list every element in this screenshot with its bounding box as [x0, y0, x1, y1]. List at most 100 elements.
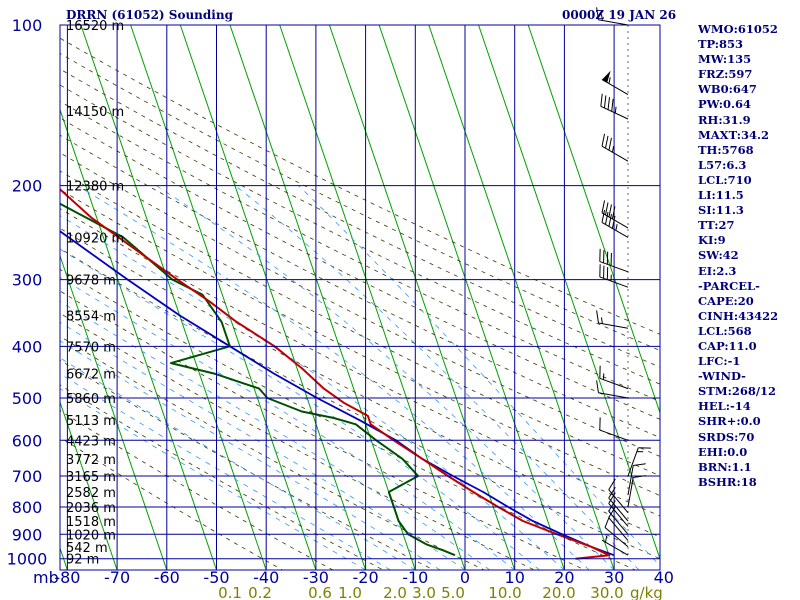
dry-adiabat — [60, 37, 660, 335]
wind-barb-full — [603, 250, 605, 263]
index-item: TH:5768 — [698, 142, 754, 157]
index-item: RH:31.9 — [698, 112, 751, 127]
index-item: SRDS:70 — [698, 429, 755, 444]
wind-barb-full — [601, 133, 606, 147]
wind-barb-half — [600, 317, 603, 324]
mixing-ratio-label: 1.0 — [338, 584, 362, 600]
wind-barb-full — [611, 98, 614, 112]
height-label: 6672 m — [66, 368, 116, 383]
wind-barb-pennant — [602, 70, 611, 83]
wind-barb-staff — [608, 517, 629, 541]
wind-barb-staff — [604, 527, 629, 548]
index-item: EHI:0.0 — [698, 444, 748, 459]
index-item: SW:42 — [698, 248, 739, 263]
wind-barb-full — [606, 267, 609, 280]
mixing-ratio-label: 5.0 — [441, 584, 465, 600]
index-item: LFC:-1 — [698, 354, 741, 369]
wind-barb-full — [611, 206, 616, 220]
index-item: LCL:568 — [698, 323, 752, 338]
wind-barb-staff — [627, 447, 639, 477]
wind-barb-staff — [601, 221, 629, 238]
temperature-tick-label: 20 — [554, 568, 574, 587]
pressure-tick-label: 700 — [12, 467, 43, 486]
wind-barb — [601, 200, 629, 229]
isotherm-line — [527, 25, 660, 415]
temperature-tick-label: -30 — [303, 568, 329, 587]
height-label: 1020 m — [66, 528, 116, 543]
wind-barb-full — [604, 515, 611, 528]
index-item: CAP:11.0 — [698, 338, 757, 353]
wind-barb-half — [615, 224, 618, 231]
index-item: CINH:43422 — [698, 308, 779, 323]
index-item: TT:27 — [698, 218, 735, 233]
wind-barb — [599, 248, 629, 273]
isotherm-line — [328, 25, 516, 570]
height-label: 10920 m — [66, 231, 124, 246]
wind-barb-full — [608, 486, 616, 499]
height-label: 8554 m — [66, 309, 116, 324]
temperature-tick-label: -50 — [203, 568, 229, 587]
index-item: HEL:-14 — [698, 399, 751, 414]
index-item: WMO:61052 — [698, 22, 778, 36]
wind-barb-staff — [598, 322, 629, 329]
isotherm-line — [0, 25, 18, 570]
wind-barb-full — [608, 500, 616, 512]
wind-barb-staff — [608, 503, 629, 527]
index-item: -PARCEL- — [698, 278, 760, 293]
wind-barb-full — [608, 213, 612, 227]
index-item: SI:11.3 — [698, 203, 744, 218]
wind-barb-staff — [600, 105, 629, 120]
isotherm-line — [60, 108, 217, 570]
height-label: 9678 m — [66, 274, 116, 289]
wind-barb-staff — [599, 276, 629, 288]
index-item: MAXT:34.2 — [698, 127, 769, 142]
wind-barb-staff — [608, 497, 629, 522]
wind-barb-full — [610, 252, 612, 266]
height-label: 12380 m — [66, 180, 124, 195]
wind-barb-full — [603, 95, 607, 109]
pressure-tick-label: 800 — [12, 498, 43, 517]
height-label: 5113 m — [66, 414, 116, 429]
pressure-tick-label: 300 — [12, 271, 43, 290]
wind-barb-full — [604, 135, 609, 149]
wind-barb-half — [604, 535, 608, 543]
wind-barb — [596, 310, 629, 329]
moist-adiabat — [60, 276, 515, 570]
wind-barb-full — [611, 215, 616, 229]
wind-barb-full — [596, 7, 599, 20]
mixing-ratio-label: 10.0 — [488, 584, 521, 600]
wind-barb-staff — [599, 429, 629, 441]
wind-barb — [600, 93, 629, 120]
isotherm-line — [378, 25, 565, 570]
station-title: DRRN (61052) Sounding — [66, 8, 233, 22]
index-item: LCL:710 — [698, 172, 752, 187]
temperature-tick-label: -60 — [154, 568, 180, 587]
mixing-ratio-label: 30.0 — [590, 584, 623, 600]
index-item: WB0:647 — [698, 82, 757, 97]
isotherm-line — [60, 546, 68, 570]
dry-adiabat — [60, 189, 660, 497]
wind-barb-full — [599, 365, 601, 379]
index-item: LI:11.5 — [698, 188, 744, 203]
wind-barb-full — [604, 211, 609, 225]
wind-barb-full — [599, 264, 601, 277]
mixing-ratio-label: 2.0 — [383, 584, 407, 600]
moist-adiabat — [60, 388, 366, 570]
height-label: 14150 m — [66, 105, 124, 120]
parcel-trace — [60, 230, 615, 557]
wind-barb-full — [633, 475, 646, 478]
height-label: 2582 m — [66, 486, 116, 501]
wind-barb-full — [608, 478, 616, 490]
index-item: EI:2.3 — [698, 263, 737, 278]
wind-barb — [627, 447, 651, 477]
mixing-ratio-label: 0.2 — [248, 584, 272, 600]
index-item: TP:853 — [698, 37, 744, 52]
mixing-ratio-label: 0.6 — [308, 584, 332, 600]
height-label: 1518 m — [66, 515, 116, 530]
height-label: 2036 m — [66, 501, 116, 516]
height-label: 4423 m — [66, 434, 116, 449]
pressure-tick-label: 400 — [12, 337, 43, 356]
wind-barb-full — [607, 97, 611, 110]
wind-barb-staff — [601, 539, 629, 556]
